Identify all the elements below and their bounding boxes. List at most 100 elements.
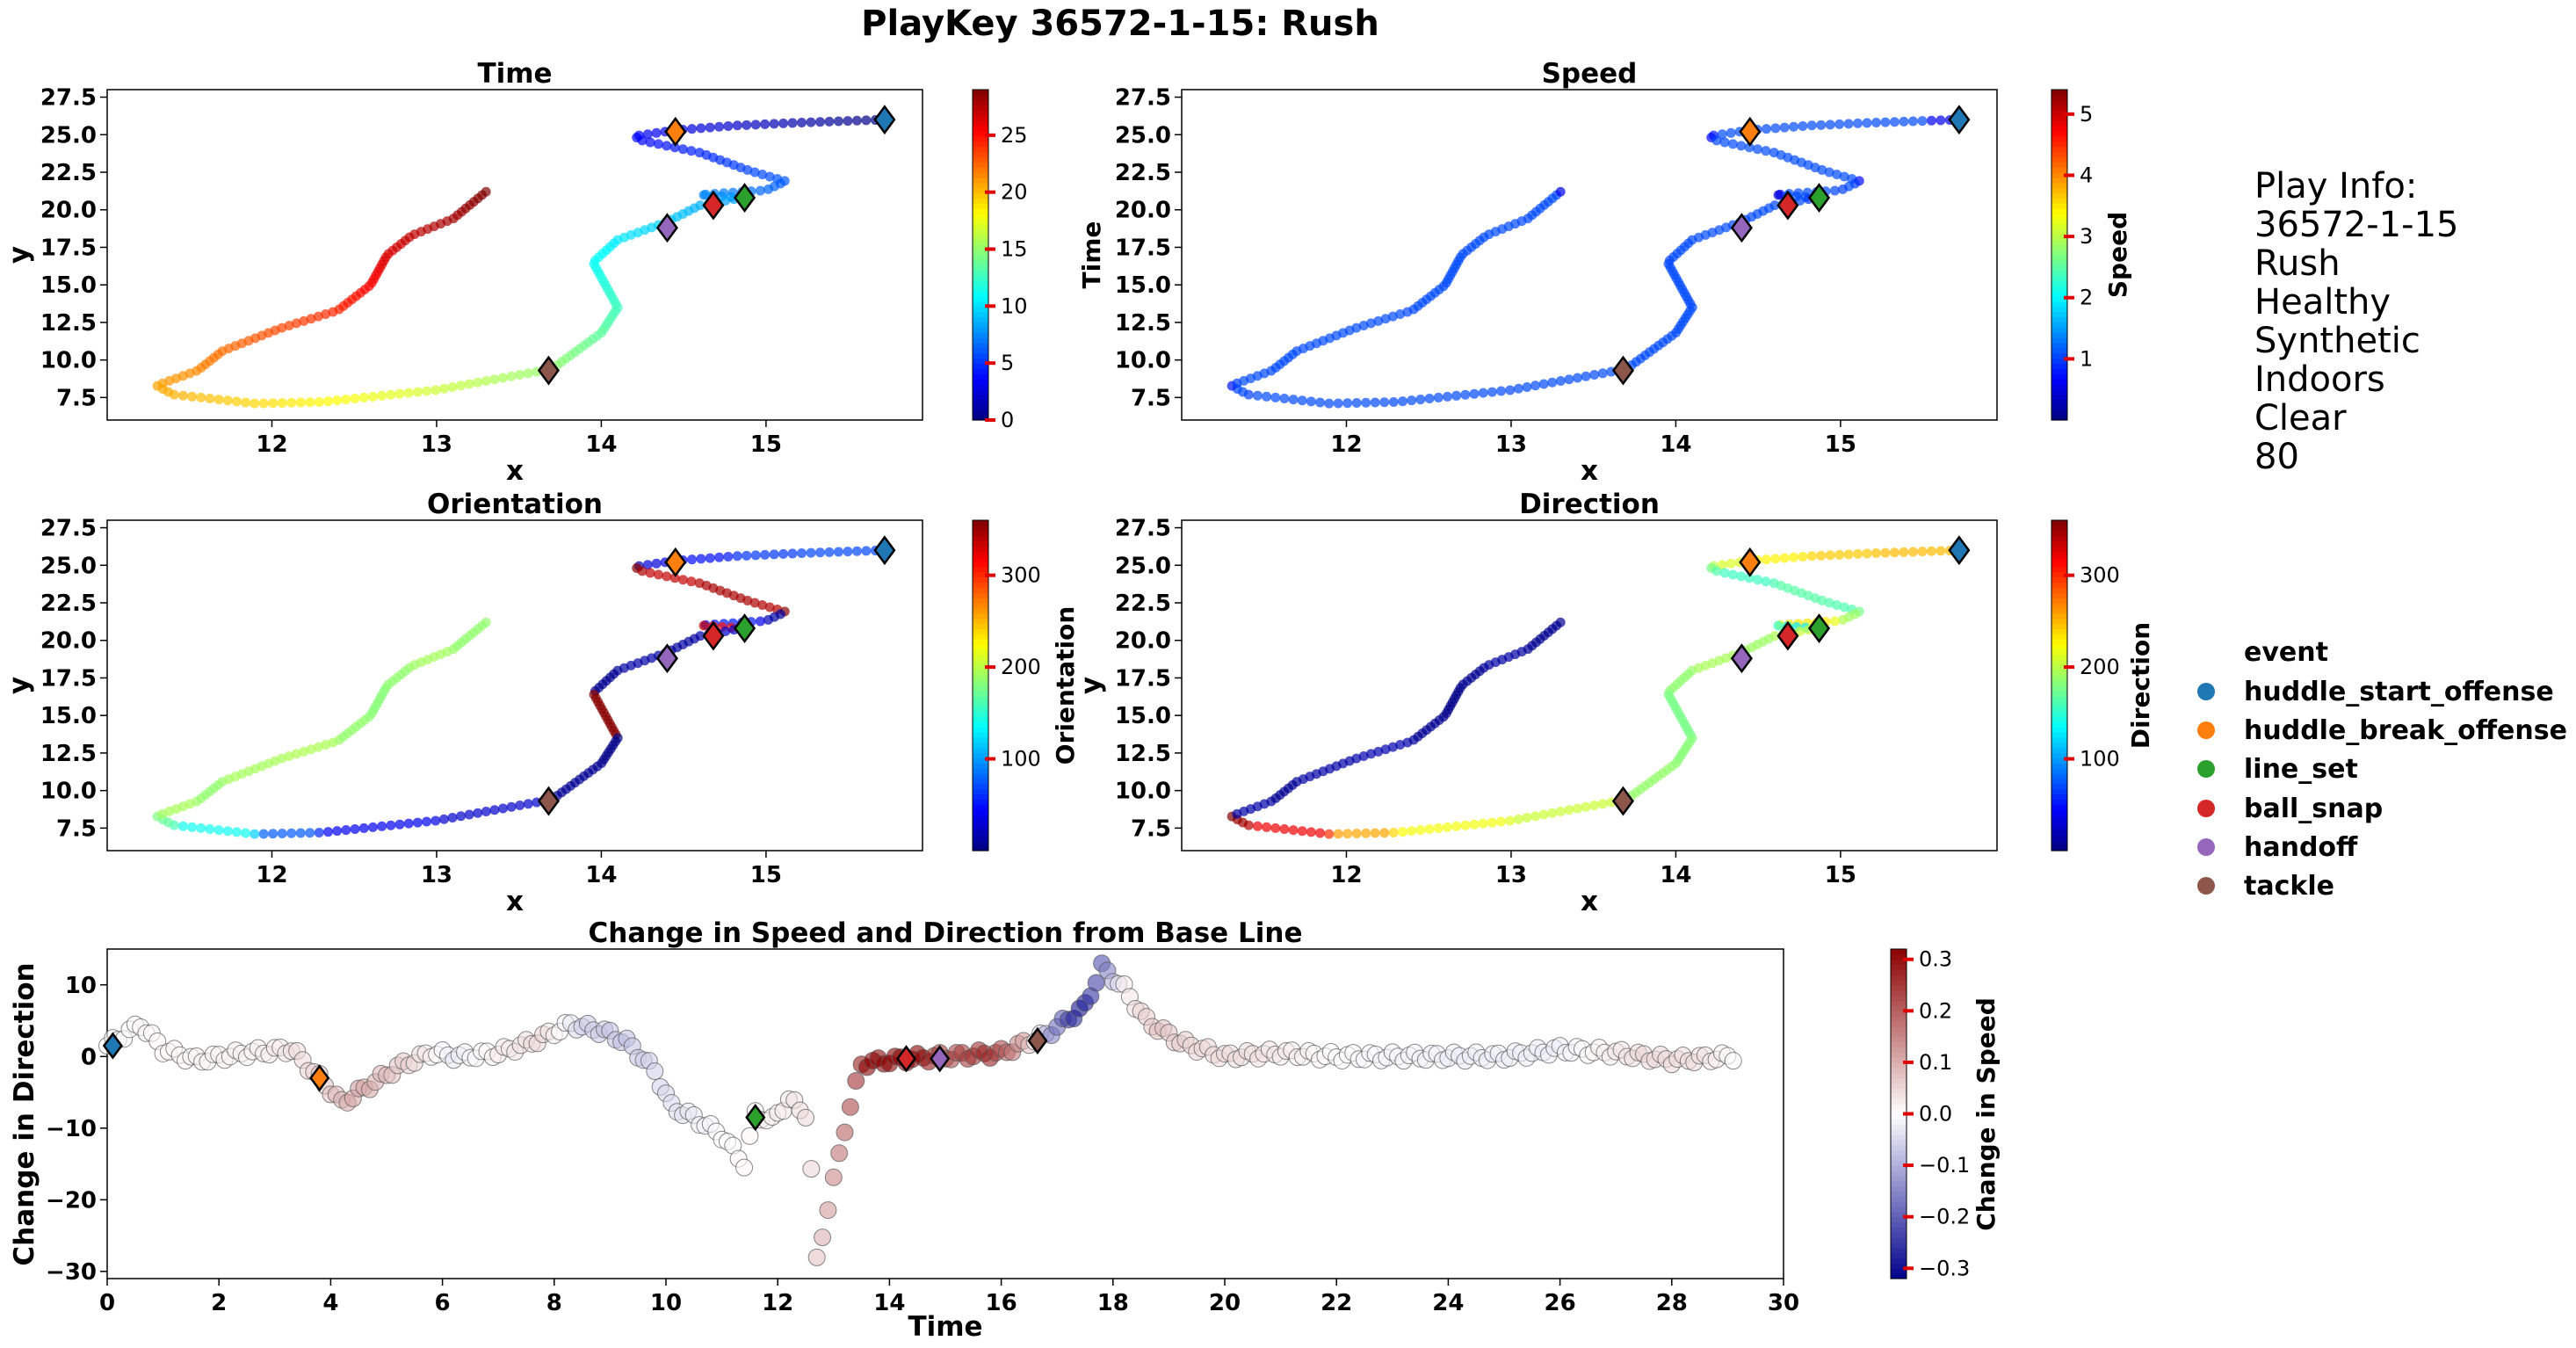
colorbar-segment [973, 747, 988, 753]
colorbar-segment [1891, 1201, 1907, 1207]
colorbar-segment [2051, 141, 2067, 148]
y-tick-label: 10.0 [1115, 348, 1171, 374]
trajectory-point [796, 117, 807, 127]
colorbar-segment [2051, 747, 2067, 753]
colorbar-segment [1891, 985, 1907, 991]
colorbar-segment [973, 582, 988, 588]
colorbar-segment [973, 772, 988, 779]
colorbar-segment [973, 244, 988, 250]
colorbar-segment [2051, 373, 2067, 380]
colorbar-segment [2051, 680, 2067, 686]
colorbar-segment [973, 644, 988, 650]
trajectory-point [1834, 549, 1845, 560]
trajectory-point [250, 398, 260, 409]
colorbar-segment [973, 151, 988, 157]
trajectory-point [1795, 626, 1805, 636]
colorbar-segment [973, 546, 988, 552]
colorbar-segment [1891, 969, 1907, 975]
trajectory-point [1469, 388, 1480, 399]
colorbar-segment [1891, 1005, 1907, 1011]
trajectory-point [377, 390, 387, 401]
colorbar-segment [2051, 783, 2067, 790]
trajectory-point [1853, 118, 1863, 128]
colorbar-segment [973, 342, 988, 349]
colorbar-segment [2051, 347, 2067, 354]
colorbar-segment [1891, 1077, 1907, 1083]
trajectory-point [177, 390, 188, 401]
trajectory-point [1837, 184, 1848, 194]
colorbar-segment [2051, 280, 2067, 286]
y-tick-label: 7.5 [1131, 815, 1171, 842]
colorbar-segment [2051, 598, 2067, 604]
trajectory-point [1795, 195, 1805, 206]
colorbar-segment [973, 275, 988, 281]
colorbar-segment [2051, 368, 2067, 374]
play-info-line: Healthy [2254, 282, 2391, 323]
x-tick-label: 6 [435, 1290, 451, 1316]
trajectory-point [1370, 828, 1380, 838]
trajectory-point [1451, 821, 1462, 831]
colorbar-label-change: Change in Speed [1972, 997, 2001, 1231]
colorbar-segment [973, 409, 988, 416]
colorbar-segment [1891, 949, 1907, 955]
legend-marker [2197, 877, 2215, 895]
trajectory-point [1773, 620, 1784, 631]
y-tick-label: 25.0 [1115, 553, 1171, 579]
colorbar-segment [973, 115, 988, 121]
colorbar-segment [973, 223, 988, 230]
trajectory-point [824, 547, 835, 557]
trajectory-point [1433, 392, 1444, 402]
colorbar-segment [2051, 540, 2067, 547]
trajectory-point [1837, 614, 1848, 625]
colorbar-tick-label: 20 [1001, 180, 1028, 205]
trajectory-point [1270, 823, 1281, 833]
trajectory-point [277, 398, 287, 409]
colorbar-segment [973, 562, 988, 568]
trajectory-point [1387, 311, 1398, 322]
colorbar-segment [1891, 1221, 1907, 1228]
trajectory-point [806, 547, 816, 558]
trajectory-point [306, 744, 316, 755]
trajectory-point [481, 186, 491, 197]
colorbar-segment [973, 105, 988, 112]
colorbar-segment [973, 700, 988, 707]
colorbar-segment [973, 768, 988, 774]
y-tick-label: 12.5 [1115, 741, 1171, 767]
trajectory-point [861, 546, 872, 556]
colorbar-segment [2051, 156, 2067, 163]
colorbar-tick-label: −0.1 [1919, 1153, 1970, 1178]
trajectory-point [1744, 573, 1755, 583]
colorbar-tick-label: 15 [1001, 237, 1028, 262]
trajectory-point [1779, 553, 1790, 563]
x-tick-label: 24 [1432, 1290, 1464, 1316]
colorbar-segment [2051, 131, 2067, 137]
trajectory-point [1907, 116, 1918, 127]
colorbar-segment [2051, 742, 2067, 749]
trajectory-point [305, 828, 315, 838]
trajectory-point [332, 826, 343, 837]
colorbar-segment [2051, 94, 2067, 101]
trajectory-point [1365, 318, 1376, 329]
panel-time: Time 12 13 14 15 7.5 10.0 12.5 15.0 17.5 20.0 22.5… [4, 58, 1106, 487]
y-tick-label: 25.0 [40, 122, 97, 149]
trajectory-point [1379, 397, 1390, 408]
trajectory-point [861, 115, 872, 126]
trajectory-point [367, 391, 378, 402]
colorbar-segment [973, 695, 988, 702]
colorbar-segment [2051, 172, 2067, 178]
trajectory-point [358, 823, 369, 833]
trajectory-point [1279, 394, 1290, 404]
trajectory-point [1555, 807, 1566, 817]
trajectory-point [403, 388, 414, 398]
trajectory-point [686, 146, 697, 156]
colorbar-segment [973, 799, 988, 805]
colorbar-segment [2051, 135, 2067, 142]
trajectory-point [1581, 371, 1591, 381]
colorbar-segment [2051, 804, 2067, 810]
colorbar-segment [2051, 167, 2067, 173]
colorbar-segment [2051, 649, 2067, 656]
trajectory-point [637, 566, 648, 576]
legend-marker [2197, 800, 2215, 817]
trajectory-point [843, 116, 853, 127]
trajectory-point [1424, 823, 1435, 834]
